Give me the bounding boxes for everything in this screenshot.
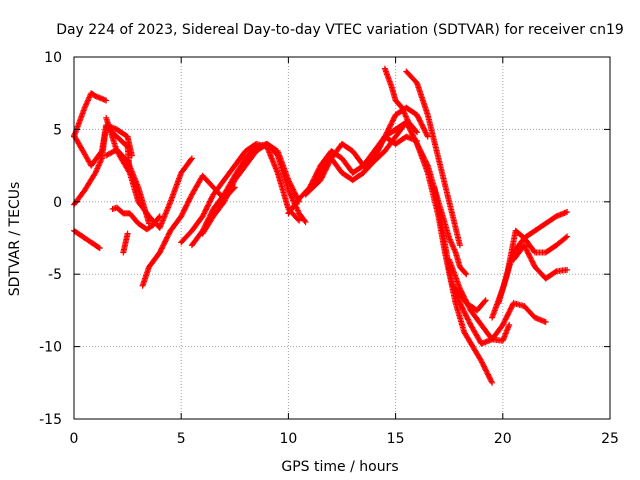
plus-markers — [360, 104, 431, 176]
plus-markers — [103, 114, 195, 231]
plot-frame — [73, 56, 611, 420]
plus-markers — [199, 140, 303, 237]
x-tick-label: 25 — [601, 431, 619, 447]
plus-markers — [120, 230, 131, 256]
plus-markers — [489, 208, 571, 321]
y-tick-label: 5 — [53, 122, 62, 138]
series-track-20 — [414, 140, 496, 386]
series-track-5 — [103, 146, 153, 227]
y-tick-label: -10 — [39, 340, 62, 356]
x-tick-label: 15 — [387, 431, 405, 447]
plus-markers — [495, 227, 571, 307]
y-tick-label: -15 — [39, 412, 62, 428]
plus-markers — [403, 68, 463, 249]
series-track-12 — [199, 140, 303, 237]
axis-ticks: 0 5 10 15 20 25 -15 -10 -5 0 5 10 — [39, 50, 619, 447]
y-tick-label: -5 — [48, 267, 62, 283]
series-track-9 — [139, 172, 238, 289]
plus-markers — [285, 133, 421, 217]
series-track-17 — [381, 65, 421, 136]
x-axis-label: GPS time / hours — [281, 459, 398, 475]
plus-markers — [103, 146, 153, 227]
series-track-25 — [495, 227, 571, 307]
data-points — [71, 65, 571, 386]
x-tick-label: 10 — [279, 431, 297, 447]
y-tick-label: 10 — [44, 50, 62, 66]
series-track-6 — [71, 227, 103, 252]
plus-markers — [381, 65, 421, 136]
series-track-21 — [431, 184, 549, 347]
grid-lines — [74, 57, 610, 419]
y-axis-label: SDTVAR / TECUs — [7, 182, 23, 297]
series-track-16 — [360, 104, 431, 176]
series-track-11 — [188, 140, 309, 249]
y-tick-label: 0 — [53, 195, 62, 211]
plus-markers — [109, 204, 163, 233]
plus-markers — [510, 242, 571, 282]
plus-markers — [188, 140, 309, 249]
chart-title: Day 224 of 2023, Sidereal Day-to-day VTE… — [56, 22, 624, 38]
series-track-18 — [403, 68, 463, 249]
plus-markers — [139, 172, 238, 289]
plus-markers — [431, 184, 549, 347]
plus-markers — [452, 285, 489, 314]
x-tick-label: 20 — [494, 431, 512, 447]
plus-markers — [414, 140, 496, 386]
series-track-7 — [109, 204, 163, 233]
series-track-13 — [285, 133, 421, 217]
series-track-23 — [452, 285, 489, 314]
plus-markers — [178, 140, 303, 246]
x-tick-label: 5 — [177, 431, 186, 447]
series-track-24 — [489, 208, 571, 321]
plus-markers — [71, 227, 103, 252]
series-track-8 — [120, 230, 131, 256]
series-track-26 — [510, 242, 571, 282]
series-track-4 — [103, 114, 195, 231]
x-tick-label: 0 — [70, 431, 79, 447]
series-track-10 — [178, 140, 303, 246]
